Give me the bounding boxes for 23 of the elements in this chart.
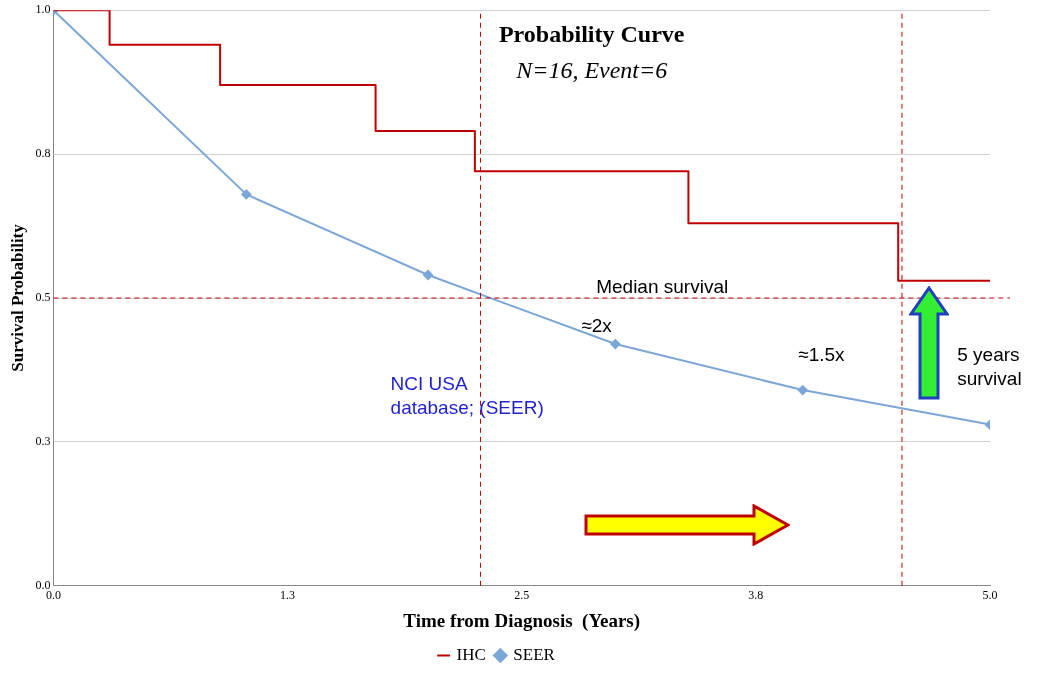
annotation: 5 years survival bbox=[957, 343, 1022, 389]
y-tick-label: 0.3 bbox=[35, 434, 51, 449]
legend-label: IHC bbox=[456, 644, 486, 664]
legend-label: SEER bbox=[513, 644, 556, 664]
y-tick-label: 1.0 bbox=[35, 2, 51, 17]
point bbox=[423, 269, 434, 280]
y-tick-label: 0.8 bbox=[35, 146, 51, 161]
y-tick-label: 0.5 bbox=[35, 290, 51, 305]
y-axis-title: Survival Probability bbox=[7, 223, 27, 372]
ref-line-label: Median survival bbox=[596, 276, 729, 298]
text: N=16, Event=6 bbox=[515, 57, 668, 84]
point bbox=[610, 339, 621, 350]
x-axis-title: Time from Diagnosis (Years) bbox=[403, 609, 641, 632]
annotation: NCI USA database; (SEER) bbox=[390, 372, 544, 418]
chart-title: Probability Curve bbox=[498, 21, 685, 48]
x-tick-label: 5.0 bbox=[982, 588, 998, 603]
x-tick-label: 3.8 bbox=[748, 588, 764, 603]
x-tick-label: 1.3 bbox=[280, 588, 296, 603]
point bbox=[797, 385, 808, 396]
annotation: ≈1.5x bbox=[798, 343, 846, 365]
x-tick-label: 2.5 bbox=[514, 588, 530, 603]
annotation: ≈2x bbox=[581, 315, 613, 337]
point bbox=[241, 189, 252, 200]
